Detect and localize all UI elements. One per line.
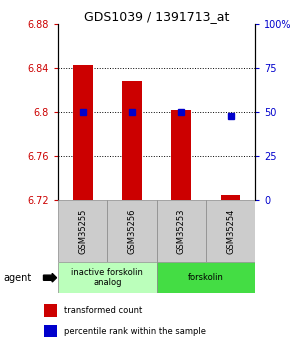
- Text: GSM35255: GSM35255: [78, 208, 87, 254]
- Text: percentile rank within the sample: percentile rank within the sample: [64, 327, 206, 336]
- Bar: [157, 200, 206, 262]
- Bar: [44, 304, 57, 317]
- Text: agent: agent: [3, 273, 31, 283]
- Text: transformed count: transformed count: [64, 306, 142, 315]
- Bar: [171, 110, 191, 200]
- Text: forskolin: forskolin: [188, 273, 224, 282]
- Bar: [107, 200, 157, 262]
- Bar: [73, 65, 93, 200]
- Bar: [44, 325, 57, 337]
- Text: GSM35253: GSM35253: [177, 208, 186, 254]
- Text: GSM35254: GSM35254: [226, 208, 235, 254]
- Bar: [206, 200, 255, 262]
- Text: inactive forskolin
analog: inactive forskolin analog: [71, 268, 143, 287]
- Bar: [221, 195, 240, 200]
- Bar: [58, 262, 157, 293]
- Text: GSM35256: GSM35256: [127, 208, 137, 254]
- Title: GDS1039 / 1391713_at: GDS1039 / 1391713_at: [84, 10, 229, 23]
- Bar: [58, 200, 107, 262]
- Bar: [157, 262, 255, 293]
- Bar: [122, 81, 142, 200]
